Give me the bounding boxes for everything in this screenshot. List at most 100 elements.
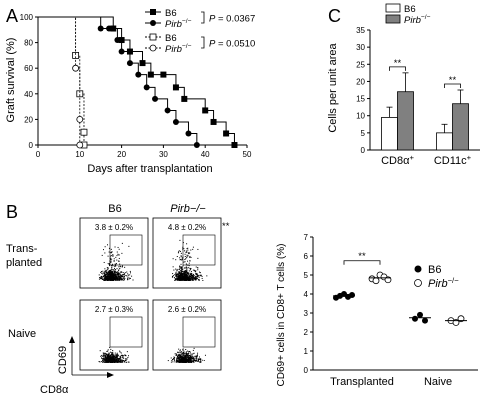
flow-event-dot — [103, 278, 105, 280]
flow-event-dot — [185, 278, 187, 280]
flow-event-dot — [182, 274, 184, 276]
flow-event-dot — [183, 278, 185, 280]
flow-event-dot — [192, 360, 194, 362]
flow-event-dot — [199, 356, 201, 358]
flow-event-dot — [183, 250, 185, 252]
flow-event-dot — [118, 277, 120, 279]
flow-event-dot — [103, 358, 105, 360]
flow-event-dot — [194, 359, 196, 361]
panel-a-ylabel: Graft survival (%) — [5, 38, 17, 123]
flow-event-dot — [126, 275, 128, 277]
flow-event-dot — [118, 271, 120, 273]
cd69-axis-label: CD69 — [57, 346, 69, 374]
flow-event-dot — [176, 357, 178, 359]
flow-event-dot — [192, 279, 194, 281]
flow-event-dot — [113, 357, 115, 359]
flow-event-dot — [175, 271, 177, 273]
flow-event-dot — [115, 272, 117, 274]
flow-event-dot — [180, 354, 182, 356]
flow-event-dot — [201, 275, 203, 277]
flow-event-dot — [115, 265, 117, 267]
flow-event-dot — [108, 263, 110, 265]
flow-event-dot — [182, 273, 184, 275]
flow-event-dot — [111, 354, 113, 356]
flow-event-dot — [116, 353, 118, 355]
flow-event-dot — [115, 277, 117, 279]
a-y-tick-label: 0 — [29, 141, 34, 150]
c-sig-bracket — [444, 83, 461, 88]
cd8-arrowhead — [107, 372, 114, 378]
flow-event-dot — [119, 265, 121, 267]
a-data-point — [106, 25, 113, 32]
flow-event-dot — [121, 265, 123, 267]
flow-event-dot — [107, 271, 109, 273]
flow-event-dot — [111, 279, 113, 281]
flow-event-dot — [183, 261, 185, 263]
c-y-tick-label: 25 — [356, 60, 365, 69]
flow-event-dot — [121, 278, 123, 280]
flow-event-dot — [118, 276, 120, 278]
a-y-tick-label: 40 — [24, 90, 33, 99]
flow-event-dot — [185, 354, 187, 356]
flow-event-dot — [191, 275, 193, 277]
flow-event-dot — [184, 357, 186, 359]
flow-event-dot — [178, 271, 180, 273]
flow-event-dot — [179, 350, 181, 352]
flow-event-dot — [184, 272, 186, 274]
flow-event-dot — [124, 361, 126, 363]
flow-event-dot — [191, 354, 193, 356]
a-data-point — [152, 95, 159, 102]
flow-event-dot — [111, 268, 113, 270]
flow-event-dot — [188, 265, 190, 267]
flow-event-dot — [181, 356, 183, 358]
flow-event-dot — [192, 360, 194, 362]
flow-event-dot — [182, 360, 184, 362]
panel-a-xlabel: Days after transplantation — [87, 163, 212, 175]
panel-letter-b: B — [6, 202, 18, 222]
flow-event-dot — [198, 278, 200, 280]
flow-event-dot — [198, 279, 200, 281]
flow-event-dot — [111, 360, 113, 362]
a-pvalue-text: P = 0.0367 — [209, 14, 255, 25]
flow-event-dot — [173, 358, 175, 360]
flow-event-dot — [124, 266, 126, 268]
flow-event-dot — [185, 275, 187, 277]
flow-event-dot — [105, 361, 107, 363]
flow-event-dot — [187, 355, 189, 357]
flow-event-dot — [108, 356, 110, 358]
scatter-ylabel: CD69+ cells in CD8+ T cells (%) — [276, 243, 287, 386]
flow-event-dot — [197, 359, 199, 361]
c-bar — [397, 91, 414, 151]
flow-event-dot — [190, 353, 192, 355]
flow-event-dot — [190, 256, 192, 258]
flow-event-dot — [101, 355, 103, 357]
flow-event-dot — [199, 358, 201, 360]
flow-event-dot — [110, 274, 112, 276]
flow-event-dot — [187, 276, 189, 278]
flow-event-dot — [185, 351, 187, 353]
flow-event-dot — [175, 259, 177, 261]
flow-event-dot — [180, 267, 182, 269]
flow-event-dot — [115, 256, 117, 258]
flow-event-dot — [183, 279, 185, 281]
flow-event-dot — [176, 359, 178, 361]
flow-event-dot — [177, 276, 179, 278]
flow-event-dot — [179, 276, 181, 278]
flow-event-dot — [117, 271, 119, 273]
a-data-point — [72, 64, 80, 72]
flow-event-dot — [174, 279, 176, 281]
flow-event-dot — [114, 275, 116, 277]
flow-event-dot — [113, 273, 115, 275]
flow-event-dot — [192, 246, 194, 248]
flow-event-dot — [181, 275, 183, 277]
flow-event-dot — [124, 272, 126, 274]
flow-event-dot — [119, 278, 121, 280]
flow-event-dot — [117, 274, 119, 276]
flow-event-dot — [116, 353, 118, 355]
flow-event-dot — [183, 359, 185, 361]
flow-event-dot — [177, 279, 179, 281]
flow-event-dot — [189, 252, 191, 254]
flow-event-dot — [191, 358, 193, 360]
flow-event-dot — [176, 358, 178, 360]
flow-event-dot — [104, 278, 106, 280]
